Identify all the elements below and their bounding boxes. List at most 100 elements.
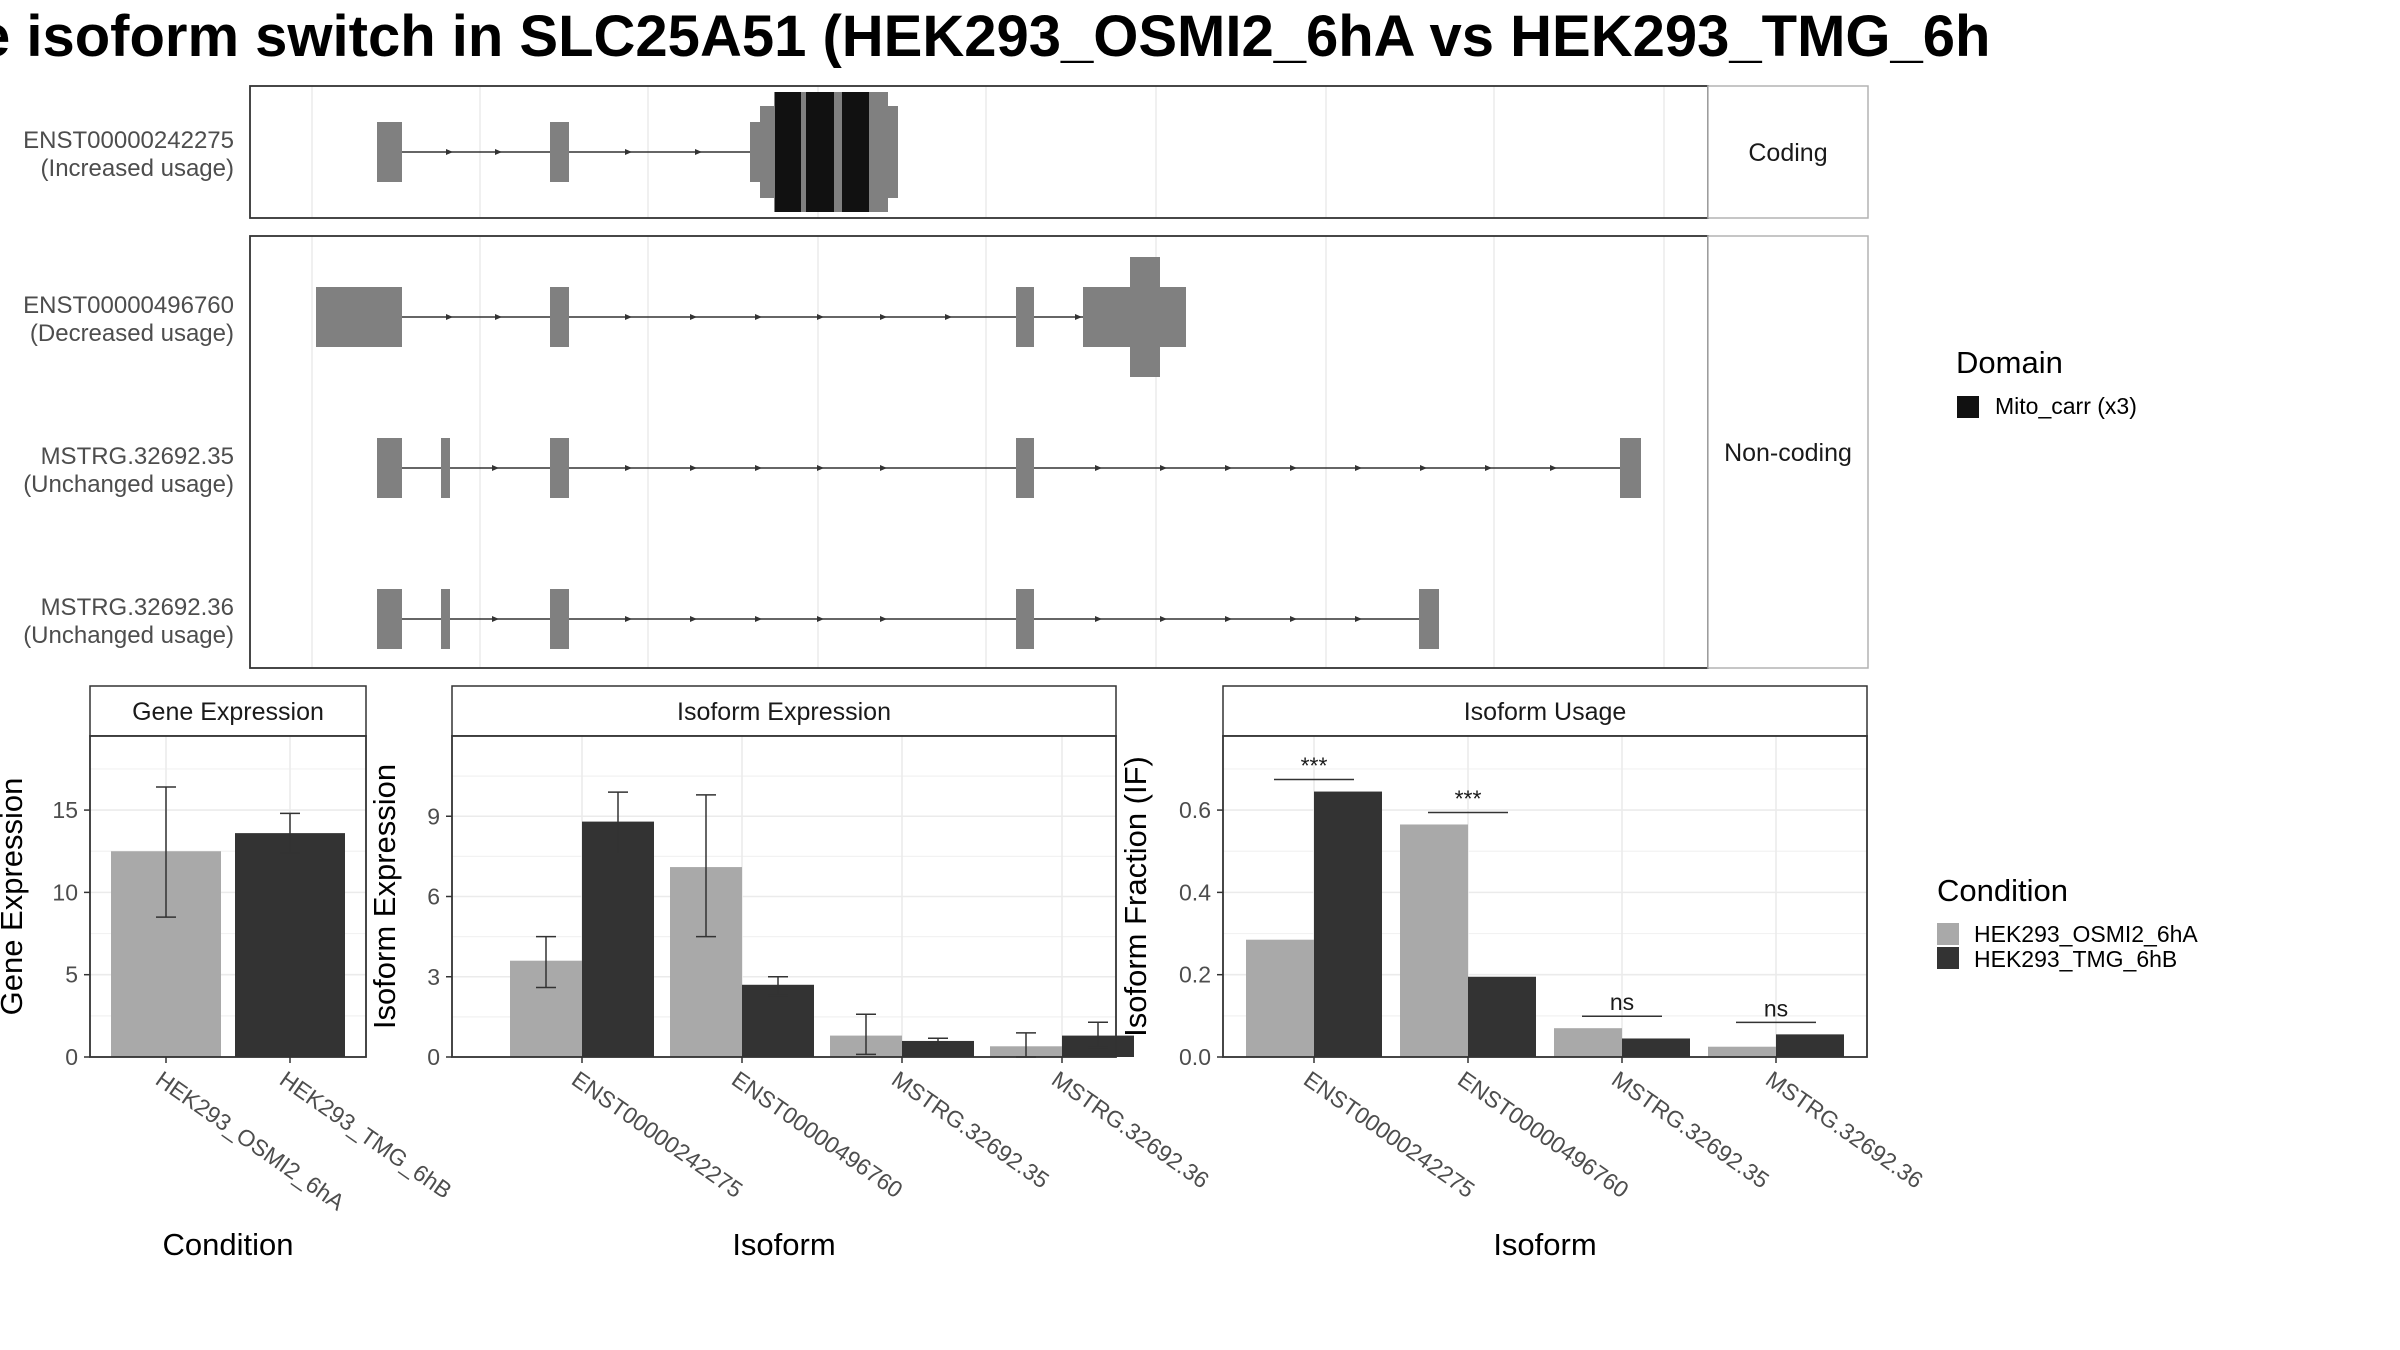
intron-arrow	[690, 616, 697, 622]
exon	[1016, 438, 1034, 498]
bar	[1400, 824, 1468, 1057]
intron-arrow	[1355, 616, 1362, 622]
intron-arrow	[1225, 465, 1232, 471]
y-tick-label: 0.0	[1179, 1044, 1211, 1070]
y-tick-label: 6	[427, 884, 440, 910]
intron-arrow	[1160, 616, 1167, 622]
intron-arrow	[446, 314, 453, 320]
bar	[1776, 1034, 1844, 1057]
panel-title: Isoform Usage	[1464, 698, 1627, 726]
domain-legend: Domain Mito_carr (x3)	[1956, 345, 2137, 419]
domain-mito-carr	[842, 92, 869, 212]
intron-arrow	[1225, 616, 1232, 622]
bar	[902, 1040, 974, 1057]
intron-arrow	[755, 465, 762, 471]
exon	[760, 106, 774, 198]
intron-arrow	[1550, 465, 1557, 471]
panel-strip	[89, 685, 367, 737]
exon	[873, 122, 885, 182]
bar	[1554, 1028, 1622, 1057]
exon	[550, 287, 569, 347]
intron-arrow	[1290, 465, 1297, 471]
domain-legend-label: Mito_carr (x3)	[1995, 393, 2137, 419]
condition-legend-label-b: HEK293_TMG_6hB	[1974, 946, 2177, 972]
condition-legend-key-b	[1937, 947, 1959, 969]
transcript-id-label: MSTRG.32692.35	[41, 443, 234, 470]
exon	[377, 438, 402, 498]
isoform-structure-panel: Coding Non-coding ENST00000242275(Increase…	[23, 85, 1869, 669]
condition-legend-label-a: HEK293_OSMI2_6hA	[1974, 921, 2198, 947]
intron-arrow	[625, 314, 632, 320]
transcript-usage-label: (Increased usage)	[41, 155, 234, 182]
intron-arrow	[695, 149, 702, 155]
exon	[441, 438, 450, 498]
y-tick-label: 15	[52, 797, 78, 823]
bar	[235, 833, 345, 1057]
y-tick-label: 9	[427, 803, 440, 829]
condition-legend: Condition HEK293_OSMI2_6hA HEK293_TMG_6h…	[1937, 873, 2198, 972]
x-tick-label: MSTRG.32692.35	[887, 1066, 1054, 1194]
y-tick-label: 3	[427, 964, 440, 990]
transcript-id-label: ENST00000496760	[23, 292, 234, 319]
intron-arrow	[1290, 616, 1297, 622]
exon	[441, 589, 450, 649]
bars	[510, 791, 1134, 1058]
x-axis-title: Isoform	[732, 1227, 835, 1262]
bars	[111, 786, 345, 1057]
x-axis-title: Condition	[163, 1227, 294, 1262]
y-tick-label: 0	[427, 1044, 440, 1070]
condition-legend-title: Condition	[1937, 873, 2068, 908]
intron-arrow	[492, 616, 499, 622]
transcript-id-label: ENST00000242275	[23, 127, 234, 154]
exon	[888, 106, 898, 198]
facet-strip	[1707, 235, 1869, 669]
y-tick-label: 0.4	[1179, 879, 1211, 905]
y-axis-title: Isoform Fraction (IF)	[1118, 756, 1153, 1037]
exon	[550, 122, 569, 182]
intron-arrow	[625, 149, 632, 155]
expression-panels: Gene Expression051015HEK293_OSMI2_6hAHEK…	[0, 685, 1928, 1262]
domain-mito-carr	[775, 92, 801, 212]
intron-arrow	[690, 465, 697, 471]
transcript-ENST00000496760: ENST00000496760(Decreased usage)	[23, 257, 1186, 377]
exon	[1419, 589, 1439, 649]
exon	[316, 287, 402, 347]
intron-arrow	[495, 149, 502, 155]
intron-arrow	[817, 314, 824, 320]
bars: *** *** ns ns	[1246, 753, 1844, 1057]
bar	[1708, 1046, 1776, 1057]
panel-isoform-expression: Isoform Expression 0 3 6 9 ENST00000242275ENS…	[367, 685, 1214, 1262]
intron-arrow	[495, 314, 502, 320]
condition-legend-key-a	[1937, 923, 1959, 945]
intron-arrow	[1485, 465, 1492, 471]
y-tick-label: 0.6	[1179, 797, 1211, 823]
intron-arrow	[690, 314, 697, 320]
exon	[550, 438, 569, 498]
transcript-usage-label: (Decreased usage)	[30, 320, 234, 347]
bar	[1468, 976, 1536, 1057]
y-tick-label: 0.2	[1179, 962, 1211, 988]
significance-label: ***	[1455, 785, 1482, 811]
intron-arrow	[1095, 616, 1102, 622]
bar	[1622, 1038, 1690, 1057]
bar	[742, 984, 814, 1057]
intron-arrow	[880, 314, 887, 320]
intron-arrow	[817, 465, 824, 471]
intron-arrow	[1160, 465, 1167, 471]
intron-arrow	[755, 314, 762, 320]
y-tick-label: 5	[65, 962, 78, 988]
panel-border	[1222, 735, 1868, 1058]
transcript-MSTRG.32692.35: MSTRG.32692.35(Unchanged usage)	[23, 438, 1641, 498]
panel-gene-expression: Gene Expression051015HEK293_OSMI2_6hAHEK…	[0, 685, 457, 1262]
x-axis-title: Isoform	[1493, 1227, 1596, 1262]
bar	[1246, 939, 1314, 1057]
x-tick-label: MSTRG.32692.35	[1607, 1066, 1774, 1194]
intron-arrow	[446, 149, 453, 155]
significance-label: ns	[1610, 989, 1634, 1015]
significance-label: ***	[1301, 753, 1328, 779]
x-tick-label: MSTRG.32692.36	[1047, 1066, 1214, 1194]
exon	[377, 122, 402, 182]
exon	[1620, 438, 1641, 498]
